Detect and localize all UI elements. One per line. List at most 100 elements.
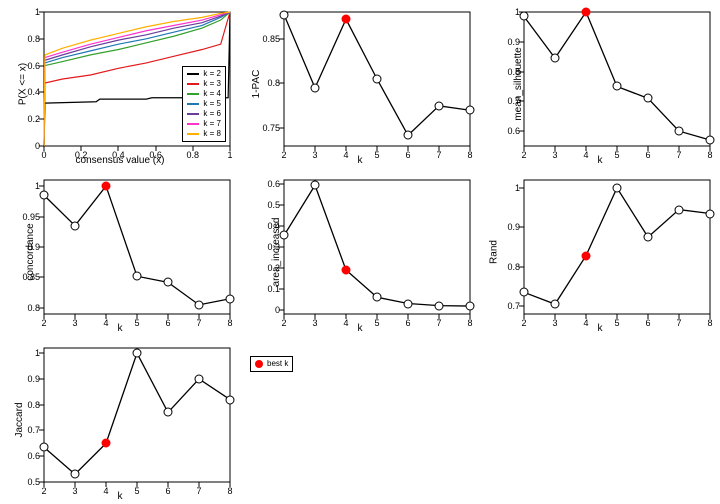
point	[435, 101, 444, 110]
point	[226, 395, 235, 404]
legend-row: k = 4	[187, 89, 221, 99]
ylabel-jaccard: Jaccard	[14, 402, 25, 437]
legend-swatch-icon	[187, 113, 199, 115]
ytick-label: 0	[35, 141, 40, 151]
panel-grid: P(X <= x) consensus value (x) 00.20.40.6…	[0, 0, 720, 504]
legend-k: k = 2k = 3k = 4k = 5k = 6k = 7k = 8	[182, 66, 226, 142]
point	[195, 374, 204, 383]
bestk-dot-icon	[255, 360, 263, 368]
point	[40, 191, 49, 200]
xtick-label: 3	[552, 150, 557, 160]
ytick-label: 0.6	[27, 61, 40, 71]
xtick-label: 4	[343, 150, 348, 160]
point-best-k	[102, 182, 111, 191]
point	[164, 408, 173, 417]
ytick-label: 1	[515, 183, 520, 193]
xtick-label: 7	[676, 150, 681, 160]
legend-row: k = 5	[187, 99, 221, 109]
point	[71, 470, 80, 479]
xtick-label: 0	[41, 150, 46, 160]
ytick-label: 0.6	[507, 126, 520, 136]
point	[404, 299, 413, 308]
ytick-label: 0.2	[27, 114, 40, 124]
xtick-label: 5	[134, 318, 139, 328]
xtick-label: 8	[467, 318, 472, 328]
point	[133, 272, 142, 281]
xtick-label: 6	[645, 150, 650, 160]
xtick-label: 7	[436, 318, 441, 328]
legend-row: k = 8	[187, 129, 221, 139]
xtick-label: 4	[103, 486, 108, 496]
ytick-label: 0.95	[22, 212, 40, 222]
legend-bestk: best k	[250, 356, 293, 372]
xtick-label: 7	[676, 318, 681, 328]
point-best-k	[102, 439, 111, 448]
xtick-label: 0.8	[187, 150, 200, 160]
ytick-label: 0	[275, 305, 280, 315]
xlabel-concordance: k	[118, 323, 123, 334]
point	[706, 136, 715, 145]
xtick-label: 8	[467, 150, 472, 160]
legend-item-label: k = 6	[203, 109, 221, 119]
ytick-label: 0.75	[262, 123, 280, 133]
panel-bestk-legend: best k	[240, 336, 480, 504]
ytick-label: 1	[35, 7, 40, 17]
xtick-label: 6	[405, 318, 410, 328]
xtick-label: 5	[134, 486, 139, 496]
ytick-label: 0.7	[507, 301, 520, 311]
ytick-label: 0.8	[507, 262, 520, 272]
ytick-label: 0.6	[27, 451, 40, 461]
legend-item-label: k = 4	[203, 89, 221, 99]
xtick-label: 8	[707, 318, 712, 328]
panel-area-increased: area_increased k 234567800.10.20.30.40.5…	[240, 168, 480, 336]
ytick-label: 0.7	[507, 96, 520, 106]
xtick-label: 0.2	[75, 150, 88, 160]
point	[466, 302, 475, 311]
xtick-label: 3	[312, 150, 317, 160]
xtick-label: 4	[343, 318, 348, 328]
legend-item-label: k = 2	[203, 69, 221, 79]
point	[133, 349, 142, 358]
point	[551, 54, 560, 63]
point	[520, 288, 529, 297]
point	[551, 300, 560, 309]
xtick-label: 4	[583, 318, 588, 328]
xtick-label: 5	[614, 318, 619, 328]
xtick-label: 5	[374, 150, 379, 160]
point	[373, 75, 382, 84]
xtick-label: 8	[227, 318, 232, 328]
ytick-label: 0.8	[27, 303, 40, 313]
panel-pac: 1-PAC k 23456780.750.80.85	[240, 0, 480, 168]
point	[404, 131, 413, 140]
point	[613, 82, 622, 91]
ytick-label: 0.6	[267, 179, 280, 189]
legend-row: k = 7	[187, 119, 221, 129]
xtick-label: 3	[312, 318, 317, 328]
point	[195, 300, 204, 309]
panel-jaccard: Jaccard k 23456780.50.60.70.80.91	[0, 336, 240, 504]
point	[675, 127, 684, 136]
panel-rand: Rand k 23456780.70.80.91	[480, 168, 720, 336]
point	[311, 181, 320, 190]
point	[435, 301, 444, 310]
ytick-label: 0.85	[22, 272, 40, 282]
point	[311, 83, 320, 92]
ytick-label: 0.8	[267, 78, 280, 88]
ytick-label: 0.2	[267, 263, 280, 273]
ytick-label: 0.85	[262, 34, 280, 44]
xtick-label: 8	[227, 486, 232, 496]
panel-silhouette: mean_silhouette k 23456780.60.70.80.91	[480, 0, 720, 168]
point	[644, 233, 653, 242]
ytick-label: 0.8	[27, 34, 40, 44]
legend-row: k = 2	[187, 69, 221, 79]
xtick-label: 3	[72, 486, 77, 496]
point-best-k	[342, 15, 351, 24]
point	[706, 209, 715, 218]
ytick-label: 0.5	[267, 200, 280, 210]
xtick-label: 2	[521, 150, 526, 160]
xlabel-area-increased: k	[358, 323, 363, 334]
xlabel-rand: k	[598, 323, 603, 334]
xtick-label: 6	[165, 318, 170, 328]
legend-swatch-icon	[187, 133, 199, 135]
point	[280, 231, 289, 240]
